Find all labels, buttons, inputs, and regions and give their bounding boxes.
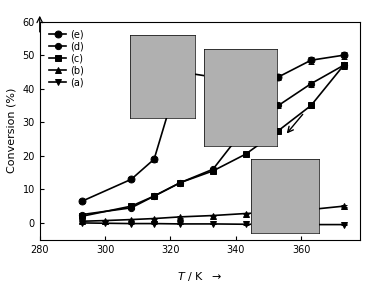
Y-axis label: Conversion (%): Conversion (%) [7,88,17,173]
Text: $T$ / K  $\rightarrow$: $T$ / K $\rightarrow$ [177,270,222,283]
Legend: (e), (d), (c), (b), (a): (e), (d), (c), (b), (a) [48,29,85,88]
